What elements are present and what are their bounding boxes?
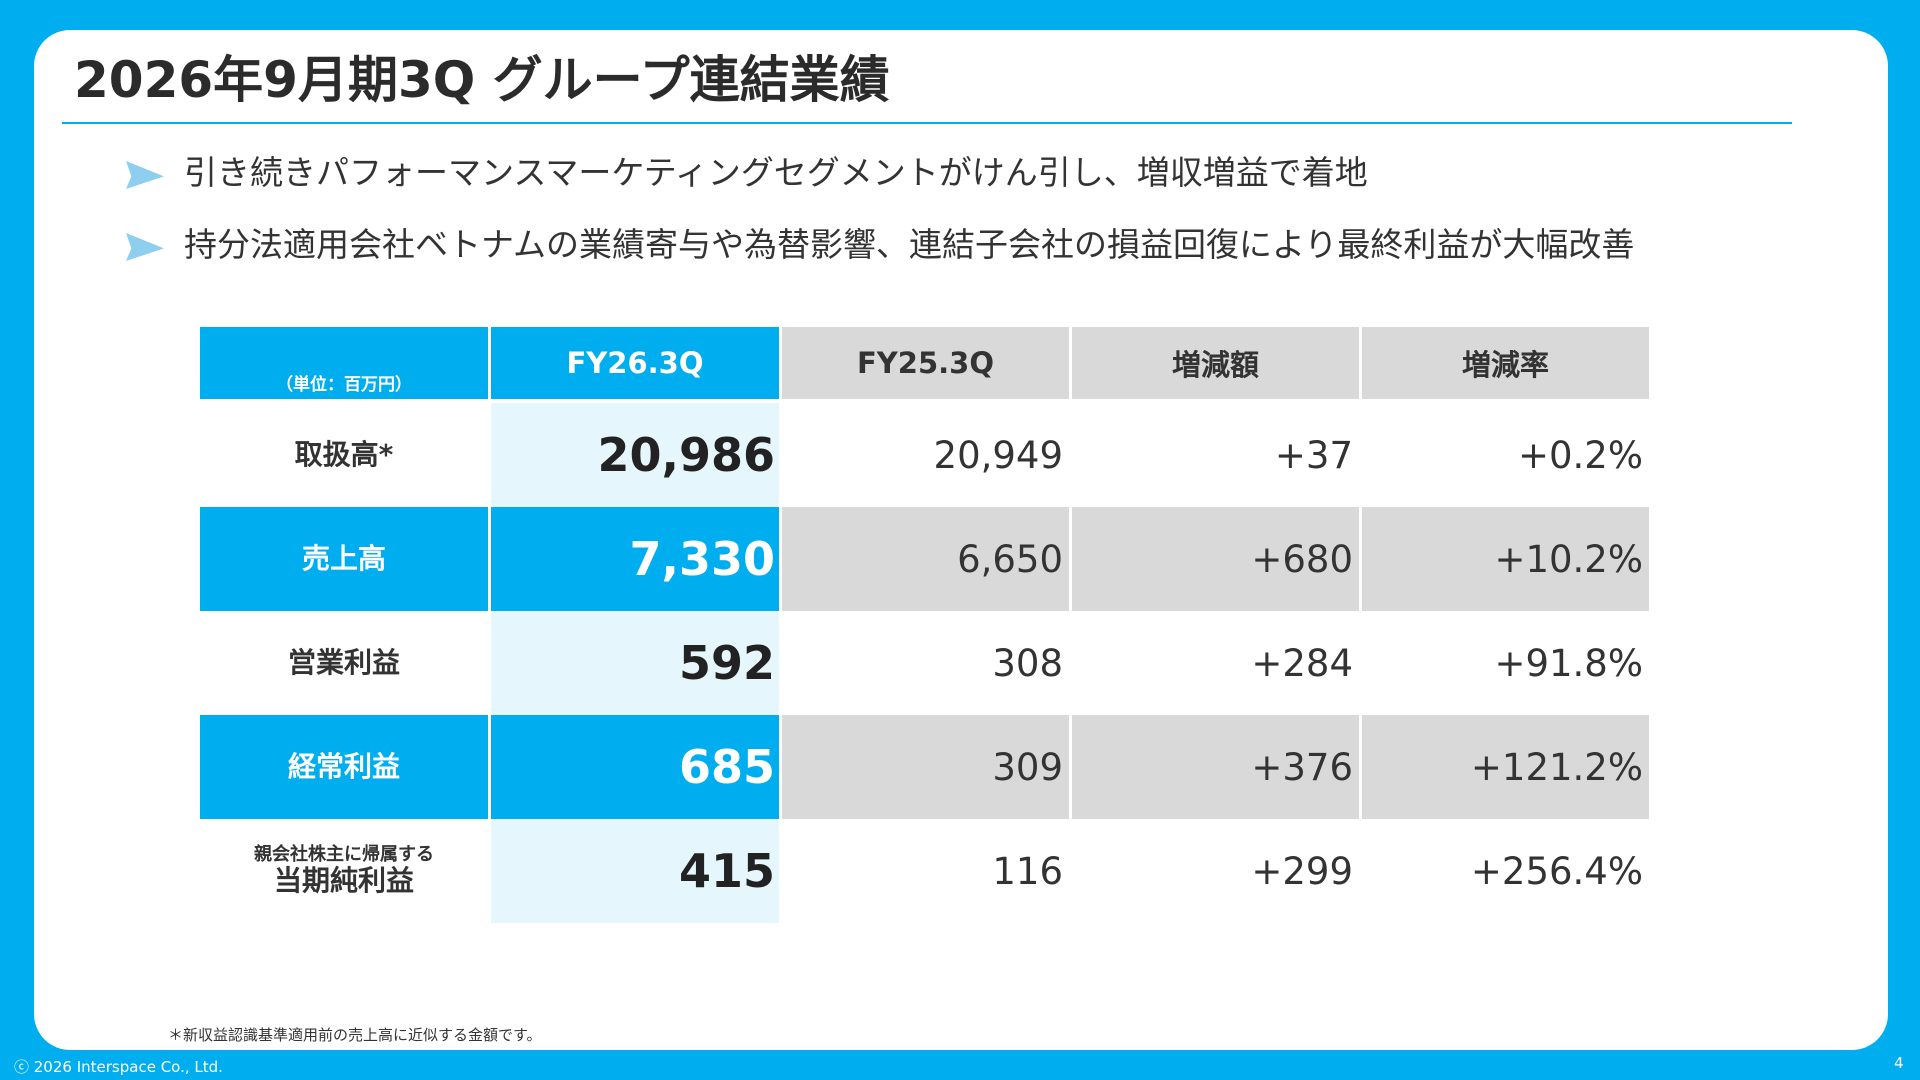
- diff-value-cell: +284: [1072, 611, 1359, 715]
- row-label-cell: 取扱高*: [200, 403, 488, 507]
- copyright: ⓒ 2026 Interspace Co., Ltd.: [14, 1058, 223, 1076]
- row-label: 取扱高*: [294, 437, 394, 471]
- current-value-cell: 685: [491, 715, 779, 819]
- rate-value-cell: +121.2%: [1362, 715, 1649, 819]
- bullet-item: 引き続きパフォーマンスマーケティングセグメントがけん引し、増収増益で着地: [126, 152, 1634, 192]
- previous-value: 309: [992, 745, 1063, 789]
- row-label-cell: 親会社株主に帰属する 当期純利益: [200, 819, 488, 923]
- current-value: 415: [678, 844, 775, 898]
- header-current: FY26.3Q: [491, 327, 779, 399]
- previous-value-cell: 309: [782, 715, 1069, 819]
- row-label-cell: 営業利益: [200, 611, 488, 715]
- diff-value: +37: [1274, 433, 1353, 477]
- row-label: 経常利益: [287, 749, 400, 783]
- title-divider: [62, 122, 1792, 124]
- header-rate: 増減率: [1362, 327, 1649, 399]
- diff-value: +299: [1251, 849, 1353, 893]
- current-value-cell: 20,986: [491, 403, 779, 507]
- table-row: 取扱高* 20,986 20,949 +37 +0.2%: [200, 403, 1649, 507]
- previous-value-cell: 116: [782, 819, 1069, 923]
- rate-value-cell: +10.2%: [1362, 507, 1649, 611]
- row-label-main: 当期純利益: [273, 864, 414, 898]
- rate-value-cell: +256.4%: [1362, 819, 1649, 923]
- arrow-bullet-icon: [126, 161, 164, 189]
- current-value: 592: [678, 636, 775, 690]
- previous-value: 116: [992, 849, 1063, 893]
- header-previous: FY25.3Q: [782, 327, 1069, 399]
- rate-value-cell: +91.8%: [1362, 611, 1649, 715]
- rate-value: +91.8%: [1494, 641, 1643, 685]
- footnote: ＊新収益認識基準適用前の売上高に近似する金額です。: [168, 1026, 542, 1044]
- row-label: 営業利益: [287, 645, 400, 679]
- header-diff: 増減額: [1072, 327, 1359, 399]
- previous-value-cell: 308: [782, 611, 1069, 715]
- previous-value-cell: 20,949: [782, 403, 1069, 507]
- diff-value-cell: +376: [1072, 715, 1359, 819]
- previous-value: 308: [992, 641, 1063, 685]
- diff-value-cell: +299: [1072, 819, 1359, 923]
- bullet-item: 持分法適用会社ベトナムの業績寄与や為替影響、連結子会社の損益回復により最終利益が…: [126, 224, 1634, 264]
- diff-value-cell: +37: [1072, 403, 1359, 507]
- current-value: 7,330: [629, 532, 775, 586]
- row-label-cell: 経常利益: [200, 715, 488, 819]
- bullet-list: 引き続きパフォーマンスマーケティングセグメントがけん引し、増収増益で着地 持分法…: [126, 152, 1634, 296]
- unit-label: （単位：百万円）: [200, 327, 488, 399]
- rate-value: +121.2%: [1470, 745, 1643, 789]
- previous-value: 6,650: [957, 537, 1063, 581]
- rate-value-cell: +0.2%: [1362, 403, 1649, 507]
- previous-value-cell: 6,650: [782, 507, 1069, 611]
- bullet-text: 持分法適用会社ベトナムの業績寄与や為替影響、連結子会社の損益回復により最終利益が…: [184, 225, 1635, 264]
- table-row: 売上高 7,330 6,650 +680 +10.2%: [200, 507, 1649, 611]
- current-value-cell: 415: [491, 819, 779, 923]
- rate-value: +256.4%: [1470, 849, 1643, 893]
- table-row: 営業利益 592 308 +284 +91.8%: [200, 611, 1649, 715]
- current-value-cell: 7,330: [491, 507, 779, 611]
- diff-value: +376: [1251, 745, 1353, 789]
- table-row: 親会社株主に帰属する 当期純利益 415 116 +299 +256.4%: [200, 819, 1649, 923]
- current-value: 20,986: [597, 428, 775, 482]
- row-label-small: 親会社株主に帰属する: [254, 843, 434, 865]
- diff-value: +680: [1251, 537, 1353, 581]
- diff-value: +284: [1251, 641, 1353, 685]
- previous-value: 20,949: [933, 433, 1063, 477]
- results-table: （単位：百万円） FY26.3Q FY25.3Q 増減額 増減率 取扱高* 20…: [200, 327, 1649, 923]
- row-label: 親会社株主に帰属する 当期純利益: [254, 843, 434, 898]
- rate-value: +0.2%: [1517, 433, 1643, 477]
- table-row: 経常利益 685 309 +376 +121.2%: [200, 715, 1649, 819]
- diff-value-cell: +680: [1072, 507, 1359, 611]
- slide-title: 2026年9月期3Q グループ連結業績: [74, 51, 890, 109]
- bullet-text: 引き続きパフォーマンスマーケティングセグメントがけん引し、増収増益で着地: [184, 153, 1368, 192]
- arrow-bullet-icon: [126, 233, 164, 261]
- current-value-cell: 592: [491, 611, 779, 715]
- row-label-cell: 売上高: [200, 507, 488, 611]
- page-number: 4: [1894, 1054, 1904, 1072]
- row-label: 売上高: [301, 541, 386, 575]
- rate-value: +10.2%: [1494, 537, 1643, 581]
- table-header-row: （単位：百万円） FY26.3Q FY25.3Q 増減額 増減率: [200, 327, 1649, 399]
- current-value: 685: [678, 740, 775, 794]
